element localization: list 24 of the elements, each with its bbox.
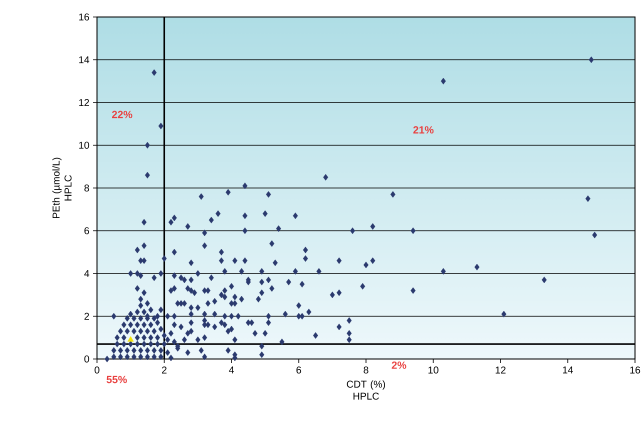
x-tick-label: 6 bbox=[296, 366, 302, 374]
y-tick-label: 4 bbox=[84, 270, 90, 277]
annotation: 22% bbox=[112, 110, 132, 118]
y-tick-label: 10 bbox=[79, 142, 90, 149]
y-tick-label: 6 bbox=[84, 227, 90, 234]
x-axis-title: CDT (%) HPLC bbox=[346, 380, 386, 400]
x-tick-label: 10 bbox=[428, 366, 438, 374]
y-axis-title: PEth (µmol/L) HPLC bbox=[52, 158, 72, 218]
x-tick-label: 16 bbox=[630, 366, 640, 374]
y-tick-label: 2 bbox=[84, 312, 90, 320]
annotation: 21% bbox=[413, 126, 434, 134]
x-tick-label: 12 bbox=[496, 366, 506, 374]
x-tick-label: 2 bbox=[162, 366, 167, 374]
x-tick-label: 4 bbox=[228, 366, 234, 374]
y-tick-label: 12 bbox=[79, 99, 89, 106]
y-tick-label: 14 bbox=[79, 56, 90, 64]
x-tick-label: 0 bbox=[94, 366, 100, 374]
text: 55% bbox=[106, 376, 127, 384]
y-tick-label: 0 bbox=[84, 355, 90, 363]
x-tick-label: 8 bbox=[364, 366, 368, 374]
y-tick-label: 8 bbox=[84, 184, 90, 192]
y-tick-label: 16 bbox=[79, 13, 90, 21]
text: 2% bbox=[392, 361, 406, 369]
x-tick-label: 14 bbox=[562, 366, 574, 374]
